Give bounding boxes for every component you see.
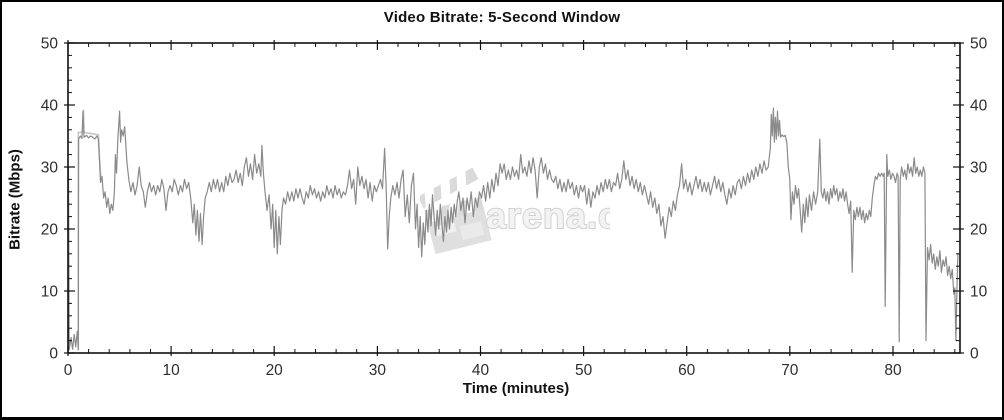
x-tick-label-10: 10 <box>162 362 180 379</box>
x-tick-label-80: 80 <box>884 362 902 379</box>
x-tick-label-0: 0 <box>64 362 73 379</box>
y-tick-label-left-30: 30 <box>41 159 59 176</box>
y-tick-label-right-10: 10 <box>970 283 988 300</box>
x-axis-title: Time (minutes) <box>462 380 570 397</box>
y-tick-label-right-30: 30 <box>970 159 988 176</box>
y-tick-label-left-50: 50 <box>41 35 59 52</box>
y-tick-label-right-20: 20 <box>970 221 988 238</box>
y-tick-label-left-10: 10 <box>41 283 59 300</box>
x-tick-label-30: 30 <box>369 362 387 379</box>
plot-border <box>67 42 961 354</box>
x-tick-label-20: 20 <box>266 362 284 379</box>
y-tick-label-right-50: 50 <box>970 35 988 52</box>
x-tick-label-50: 50 <box>575 362 593 379</box>
y-tick-label-left-40: 40 <box>41 97 59 114</box>
peak_overlay-line <box>77 109 102 351</box>
y-tick-label-right-0: 0 <box>970 345 979 362</box>
bitrate_5s_window-line <box>67 107 959 351</box>
y-tick-label-left-0: 0 <box>49 345 58 362</box>
chart-title: Video Bitrate: 5-Second Window <box>383 9 621 26</box>
y-tick-label-right-40: 40 <box>970 97 988 114</box>
x-tick-label-40: 40 <box>472 362 490 379</box>
x-tick-label-70: 70 <box>781 362 799 379</box>
x-tick-label-60: 60 <box>678 362 696 379</box>
y-tick-label-left-20: 20 <box>41 221 59 238</box>
y-axis-title: Bitrate (Mbps) <box>6 149 24 250</box>
